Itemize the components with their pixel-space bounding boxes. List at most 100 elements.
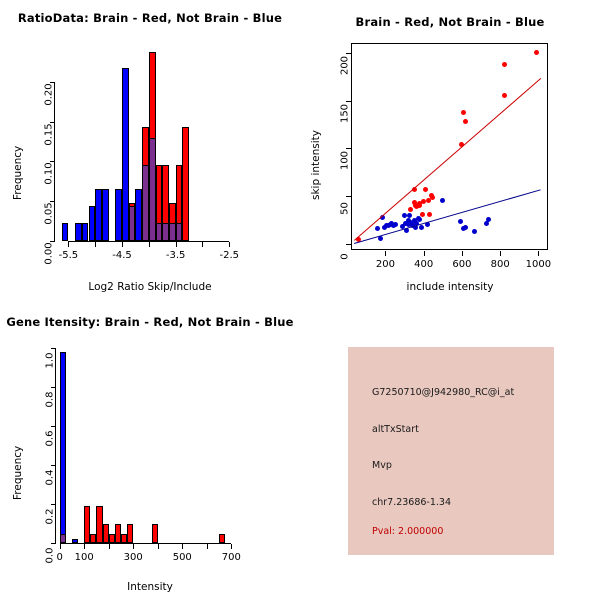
gene-histogram-xlabel: Intensity	[127, 581, 173, 593]
x-tick-label: 400	[414, 259, 434, 270]
scatter-point-brain	[416, 200, 422, 206]
scatter-point-brain	[459, 142, 465, 148]
x-tick-label: 1000	[525, 259, 552, 270]
scatter-point-brain	[533, 50, 539, 56]
y-tick-mark	[346, 244, 351, 246]
scatter-point-not-brain	[380, 214, 386, 220]
scatter-point-not-brain	[486, 216, 492, 222]
histogram-bar	[115, 189, 122, 241]
y-tick-label: 0	[339, 253, 351, 260]
y-tick-mark	[51, 543, 56, 544]
probe-id-text: G7250710@J942980_RC@i_at	[372, 387, 515, 398]
scatter-point-not-brain	[404, 228, 410, 234]
x-tick-label: 200	[375, 259, 395, 270]
histogram-bar	[127, 524, 134, 543]
scatter-point-brain	[429, 194, 435, 200]
scatter-point-not-brain	[403, 220, 408, 226]
y-tick-mark	[51, 465, 56, 466]
x-tick-label: 700	[221, 552, 241, 563]
scatter-point-brain	[423, 187, 429, 193]
x-tick-mark	[206, 544, 208, 549]
x-tick-mark	[231, 544, 233, 549]
gene-symbol-text: Mvp	[372, 460, 392, 471]
ratio-histogram-title: RatioData: Brain - Red, Not Brain - Blue	[17, 11, 283, 25]
scatter-ylabel: skip intensity	[310, 130, 322, 200]
y-tick-mark	[50, 241, 55, 242]
y-tick-label: 200	[339, 55, 351, 75]
histogram-bar	[90, 533, 97, 543]
y-tick-mark	[51, 348, 56, 349]
histogram-bar	[95, 189, 102, 241]
y-tick-mark	[50, 121, 55, 123]
scatter-point-not-brain	[417, 216, 423, 222]
y-tick-label: 1.0	[44, 352, 56, 369]
histogram-bar	[61, 223, 69, 241]
x-tick-label: -3.5	[165, 250, 186, 261]
ratio-histogram-x-axis	[68, 241, 230, 242]
y-tick-label: 0.4	[44, 469, 56, 486]
x-tick-mark	[229, 242, 231, 247]
y-tick-label: 0.10	[43, 162, 55, 186]
histogram-bar-overlap	[175, 223, 183, 241]
scatter-plot-frame	[351, 43, 548, 250]
y-tick-mark	[346, 196, 351, 198]
scatter-point-not-brain	[419, 225, 425, 231]
histogram-bar	[102, 524, 109, 543]
scatter-point-not-brain	[392, 221, 398, 227]
scatter-point-brain	[407, 207, 413, 213]
x-tick-label: 600	[452, 259, 472, 270]
ratio-histogram-xlabel: Log2 Ratio Skip/Include	[88, 281, 212, 293]
x-tick-mark	[461, 251, 463, 256]
x-tick-label: 0	[56, 552, 63, 563]
histogram-bar	[219, 533, 226, 543]
histogram-bar-overlap	[168, 223, 176, 241]
y-tick-label: 0.2	[44, 508, 56, 525]
x-tick-label: 500	[172, 552, 192, 563]
x-tick-label: 300	[123, 552, 143, 563]
scatter-point-not-brain	[400, 223, 406, 229]
histogram-bar	[151, 524, 158, 543]
y-tick-mark	[346, 100, 351, 102]
y-tick-label: 150	[339, 103, 351, 123]
histogram-bar-overlap	[155, 223, 163, 241]
scatter-point-not-brain	[458, 218, 464, 224]
histogram-bar	[122, 67, 129, 241]
scatter-point-not-brain	[462, 225, 468, 231]
panel-gene-histogram: Gene Itensity: Brain - Red, Not Brain - …	[0, 300, 300, 600]
scatter-point-not-brain	[472, 229, 478, 235]
x-tick-mark	[157, 544, 159, 549]
histogram-bar	[81, 223, 89, 241]
scatter-point-not-brain	[407, 213, 413, 218]
gene-histogram-y-axis	[55, 348, 56, 543]
histogram-bar	[96, 505, 103, 543]
gene-histogram-ylabel: Frequency	[12, 445, 24, 500]
gene-histogram-x-axis	[59, 543, 232, 544]
x-tick-mark	[133, 544, 135, 549]
ratio-histogram-plot-area	[55, 50, 248, 241]
x-tick-mark	[59, 544, 61, 549]
x-tick-mark	[202, 242, 204, 247]
gene-histogram-title: Gene Itensity: Brain - Red, Not Brain - …	[6, 315, 294, 329]
scatter-point-not-brain	[378, 236, 384, 241]
scatter-point-brain	[356, 236, 362, 242]
panel-ratio-histogram: RatioData: Brain - Red, Not Brain - Blue…	[0, 0, 300, 300]
y-tick-mark	[50, 81, 55, 83]
scatter-point-not-brain	[402, 213, 408, 218]
x-tick-mark	[385, 251, 387, 256]
y-tick-label: 0.20	[43, 83, 55, 106]
scatter-point-not-brain	[440, 197, 446, 203]
scatter-point-not-brain	[425, 221, 430, 227]
scatter-point-brain	[460, 109, 466, 115]
ratio-histogram-ylabel: Frequency	[12, 145, 24, 200]
x-tick-mark	[182, 544, 184, 549]
locus-text: chr7.23686-1.34	[372, 497, 452, 508]
scatter-point-brain	[420, 212, 426, 218]
x-tick-mark	[95, 242, 97, 247]
y-tick-label: 50	[339, 202, 351, 216]
histogram-bar	[182, 127, 190, 241]
scatter-point-not-brain	[381, 225, 387, 231]
y-tick-mark	[51, 426, 56, 427]
y-tick-label: 0.15	[43, 123, 55, 146]
x-tick-mark	[175, 242, 177, 247]
